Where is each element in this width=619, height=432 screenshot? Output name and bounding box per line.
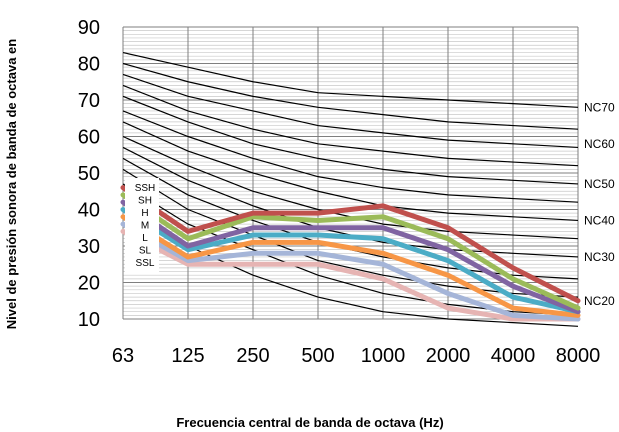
x-axis-title: Frecuencia central de banda de octava (H… <box>176 415 443 430</box>
series-line-h <box>120 199 581 315</box>
x-tick-label: 250 <box>236 345 269 367</box>
x-tick-label: 125 <box>171 345 204 367</box>
nc-curve-line <box>122 110 579 203</box>
nc-label-background <box>582 175 618 191</box>
nc-label: NC20 <box>584 294 615 308</box>
series-label: SH <box>138 196 152 207</box>
x-tick-label: 8000 <box>556 345 601 367</box>
nc-label-background <box>582 99 618 115</box>
series-label: SL <box>139 246 152 257</box>
y-tick-label: 90 <box>78 17 100 39</box>
series-line-m <box>120 207 581 315</box>
series-label: L <box>142 233 148 244</box>
y-tick-labels: 10 20 30 40 50 60 70 80 90 <box>78 17 100 331</box>
y-tick-label: 70 <box>78 90 100 112</box>
y-axis-title: Nivel de presión sonora de banda de octa… <box>4 39 19 329</box>
series-line-ssh <box>120 185 581 304</box>
nc-curve-line <box>122 95 579 185</box>
nc-label-background <box>582 248 618 264</box>
nc-label: NC40 <box>584 213 615 227</box>
y-tick-label: 40 <box>78 200 100 222</box>
series-label-box <box>125 178 159 274</box>
x-tick-label: 2000 <box>426 345 471 367</box>
nc-label: NC70 <box>584 100 615 114</box>
nc-curve-line <box>122 62 579 130</box>
series-label: SSL <box>136 258 155 269</box>
nc-label: NC30 <box>584 250 615 264</box>
nc-label: NC50 <box>584 177 615 191</box>
x-tick-labels: 63 125 250 500 1000 2000 4000 8000 <box>112 345 600 367</box>
series-label: M <box>141 221 149 232</box>
y-tick-label: 20 <box>78 273 100 295</box>
y-tick-label: 30 <box>78 236 100 258</box>
x-tick-label: 63 <box>112 345 134 367</box>
nc-label-background <box>582 212 618 228</box>
nc-curve-line <box>122 84 579 167</box>
series-lines <box>120 185 581 322</box>
nc-curve-line <box>122 51 579 108</box>
y-tick-label: 80 <box>78 54 100 76</box>
nc-labels: NC70 NC60 NC50 NC40 NC30 NC20 <box>582 99 618 308</box>
series-line-sl <box>120 221 581 322</box>
nc-label: NC60 <box>584 137 615 151</box>
y-tick-label: 10 <box>78 309 100 331</box>
nc-label-background <box>582 292 618 308</box>
series-line-sh <box>120 192 581 311</box>
x-tick-label: 1000 <box>361 345 406 367</box>
y-tick-label: 50 <box>78 163 100 185</box>
nc-curve-line <box>122 73 579 149</box>
series-label: H <box>141 208 148 219</box>
nc-curve-line <box>122 201 579 327</box>
nc-curve-line <box>122 121 579 222</box>
x-tick-label: 4000 <box>491 345 536 367</box>
nc-label-background <box>582 135 618 151</box>
series-line-l <box>120 214 581 318</box>
x-tick-label: 500 <box>301 345 334 367</box>
y-tick-label: 60 <box>78 127 100 149</box>
series-label: SSH <box>135 183 156 194</box>
series-line-ssl <box>120 228 581 322</box>
